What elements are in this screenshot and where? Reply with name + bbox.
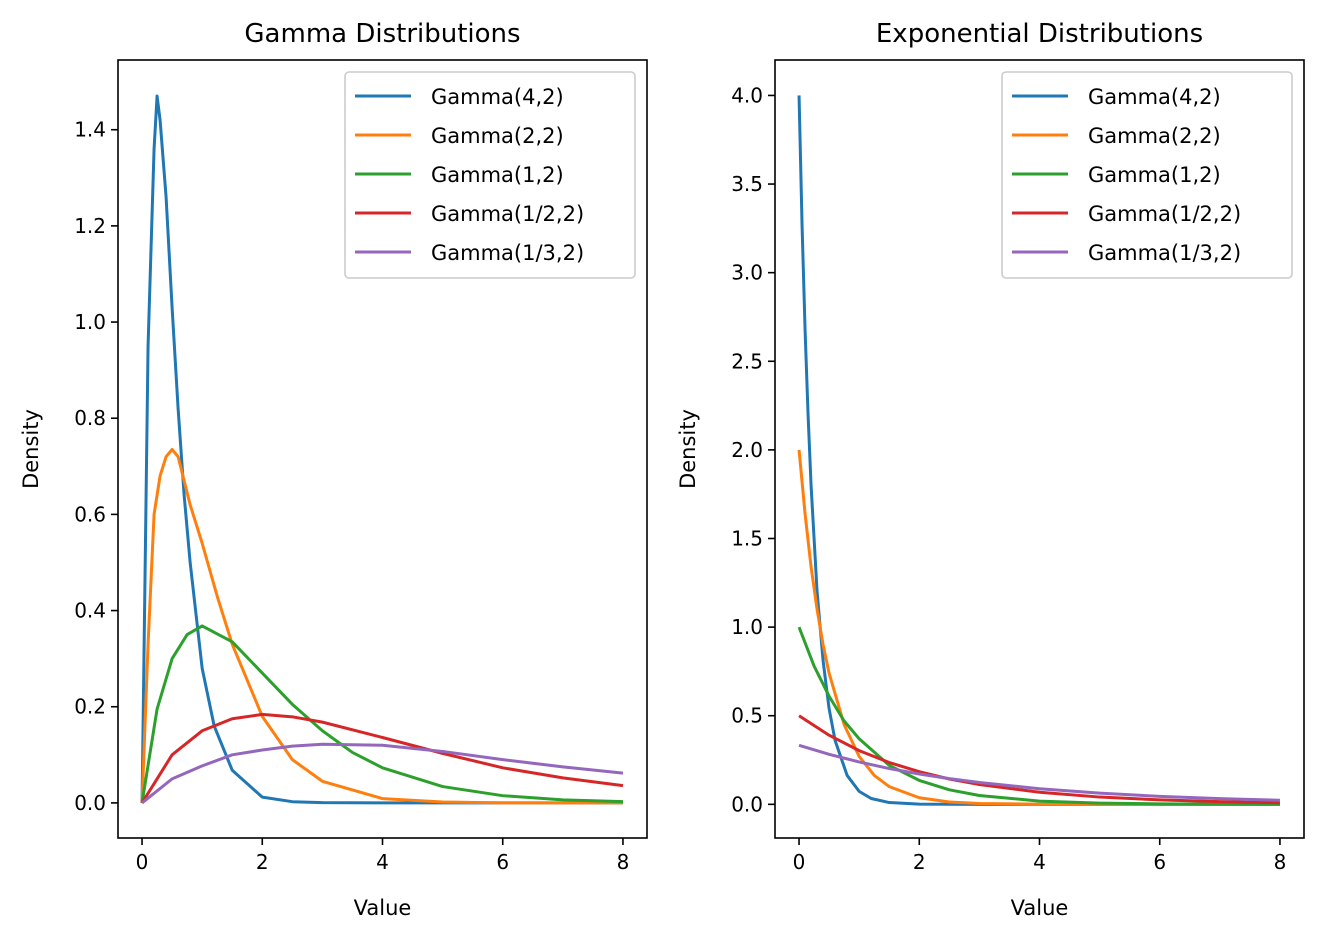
legend: Gamma(4,2) Gamma(2,2) Gamma(1,2) Gamma(1/2,… bbox=[1001, 71, 1293, 279]
legend-label: Gamma(4,2) bbox=[431, 85, 564, 109]
gamma-distributions-chart: 0 2 4 6 8 0.0 0.2 0.4 0.6 0.8 1.0 1.2 1.4 Gamma Distr… bbox=[19, 19, 648, 920]
x-tick-label: 6 bbox=[496, 850, 509, 874]
x-tick-label: 4 bbox=[1033, 850, 1046, 874]
series-line-gamma-1-3-2 bbox=[141, 742, 624, 805]
y-tick-label: 1.0 bbox=[74, 310, 106, 334]
x-tick-label: 2 bbox=[913, 850, 926, 874]
series-line-gamma-4-2 bbox=[140, 94, 623, 805]
y-tick-label: 1.4 bbox=[74, 118, 106, 142]
legend-label: Gamma(1,2) bbox=[431, 163, 564, 187]
y-axis-label: Density bbox=[19, 409, 43, 489]
x-axis-label: Value bbox=[354, 896, 412, 920]
y-tick-label: 2.0 bbox=[731, 438, 763, 462]
legend-box bbox=[344, 71, 636, 279]
x-tick-label: 2 bbox=[256, 850, 269, 874]
x-tick-label: 0 bbox=[136, 850, 149, 874]
legend-box bbox=[1001, 71, 1293, 279]
legend-label: Gamma(2,2) bbox=[1088, 124, 1221, 148]
y-axis-label: Density bbox=[676, 409, 700, 489]
series-line-gamma-1-2-2 bbox=[140, 712, 624, 804]
y-tick-label: 3.0 bbox=[731, 261, 763, 285]
x-tick-label: 6 bbox=[1153, 850, 1166, 874]
exponential-distributions-chart: 0 2 4 6 8 0.0 0.5 1.0 1.5 2.0 2.5 3.0 3.5 4.0 Exponent… bbox=[676, 19, 1305, 920]
legend-label: Gamma(2,2) bbox=[431, 124, 564, 148]
y-tick-label: 4.0 bbox=[731, 83, 763, 107]
series-line-gamma-1-2 bbox=[797, 626, 1280, 806]
y-tick-label: 0.6 bbox=[74, 502, 106, 526]
y-tick-label: 0.4 bbox=[74, 599, 106, 623]
y-tick-label: 1.2 bbox=[74, 214, 106, 238]
series-line-gamma-2-2 bbox=[140, 447, 623, 805]
x-tick-label: 8 bbox=[617, 850, 630, 874]
legend-label: Gamma(1/2,2) bbox=[431, 202, 584, 226]
y-tick-label: 0.8 bbox=[74, 406, 106, 430]
y-tick-label: 1.0 bbox=[731, 615, 763, 639]
y-tick-label: 2.5 bbox=[731, 349, 763, 373]
x-tick-label: 8 bbox=[1274, 850, 1287, 874]
x-axis-label: Value bbox=[1011, 896, 1069, 920]
series-group bbox=[140, 94, 624, 805]
y-tick-label: 0.0 bbox=[74, 791, 106, 815]
series-line-gamma-1-3-2 bbox=[798, 743, 1280, 802]
y-tick-label: 0.0 bbox=[731, 792, 763, 816]
y-tick-label: 3.5 bbox=[731, 172, 763, 196]
y-tick-label: 1.5 bbox=[731, 526, 763, 550]
y-tick-label: 0.5 bbox=[731, 704, 763, 728]
series-group bbox=[797, 95, 1280, 806]
legend-label: Gamma(1/3,2) bbox=[1088, 241, 1241, 265]
y-tick-label: 0.2 bbox=[74, 695, 106, 719]
chart-title: Exponential Distributions bbox=[876, 19, 1203, 49]
legend-label: Gamma(1/2,2) bbox=[1088, 202, 1241, 226]
legend-label: Gamma(4,2) bbox=[1088, 85, 1221, 109]
series-line-gamma-1-2 bbox=[140, 624, 623, 804]
x-tick-label: 0 bbox=[793, 850, 806, 874]
legend-label: Gamma(1,2) bbox=[1088, 163, 1221, 187]
chart-title: Gamma Distributions bbox=[244, 19, 520, 49]
legend: Gamma(4,2) Gamma(2,2) Gamma(1,2) Gamma(1/2,… bbox=[344, 71, 636, 279]
x-tick-label: 4 bbox=[376, 850, 389, 874]
legend-label: Gamma(1/3,2) bbox=[431, 241, 584, 265]
